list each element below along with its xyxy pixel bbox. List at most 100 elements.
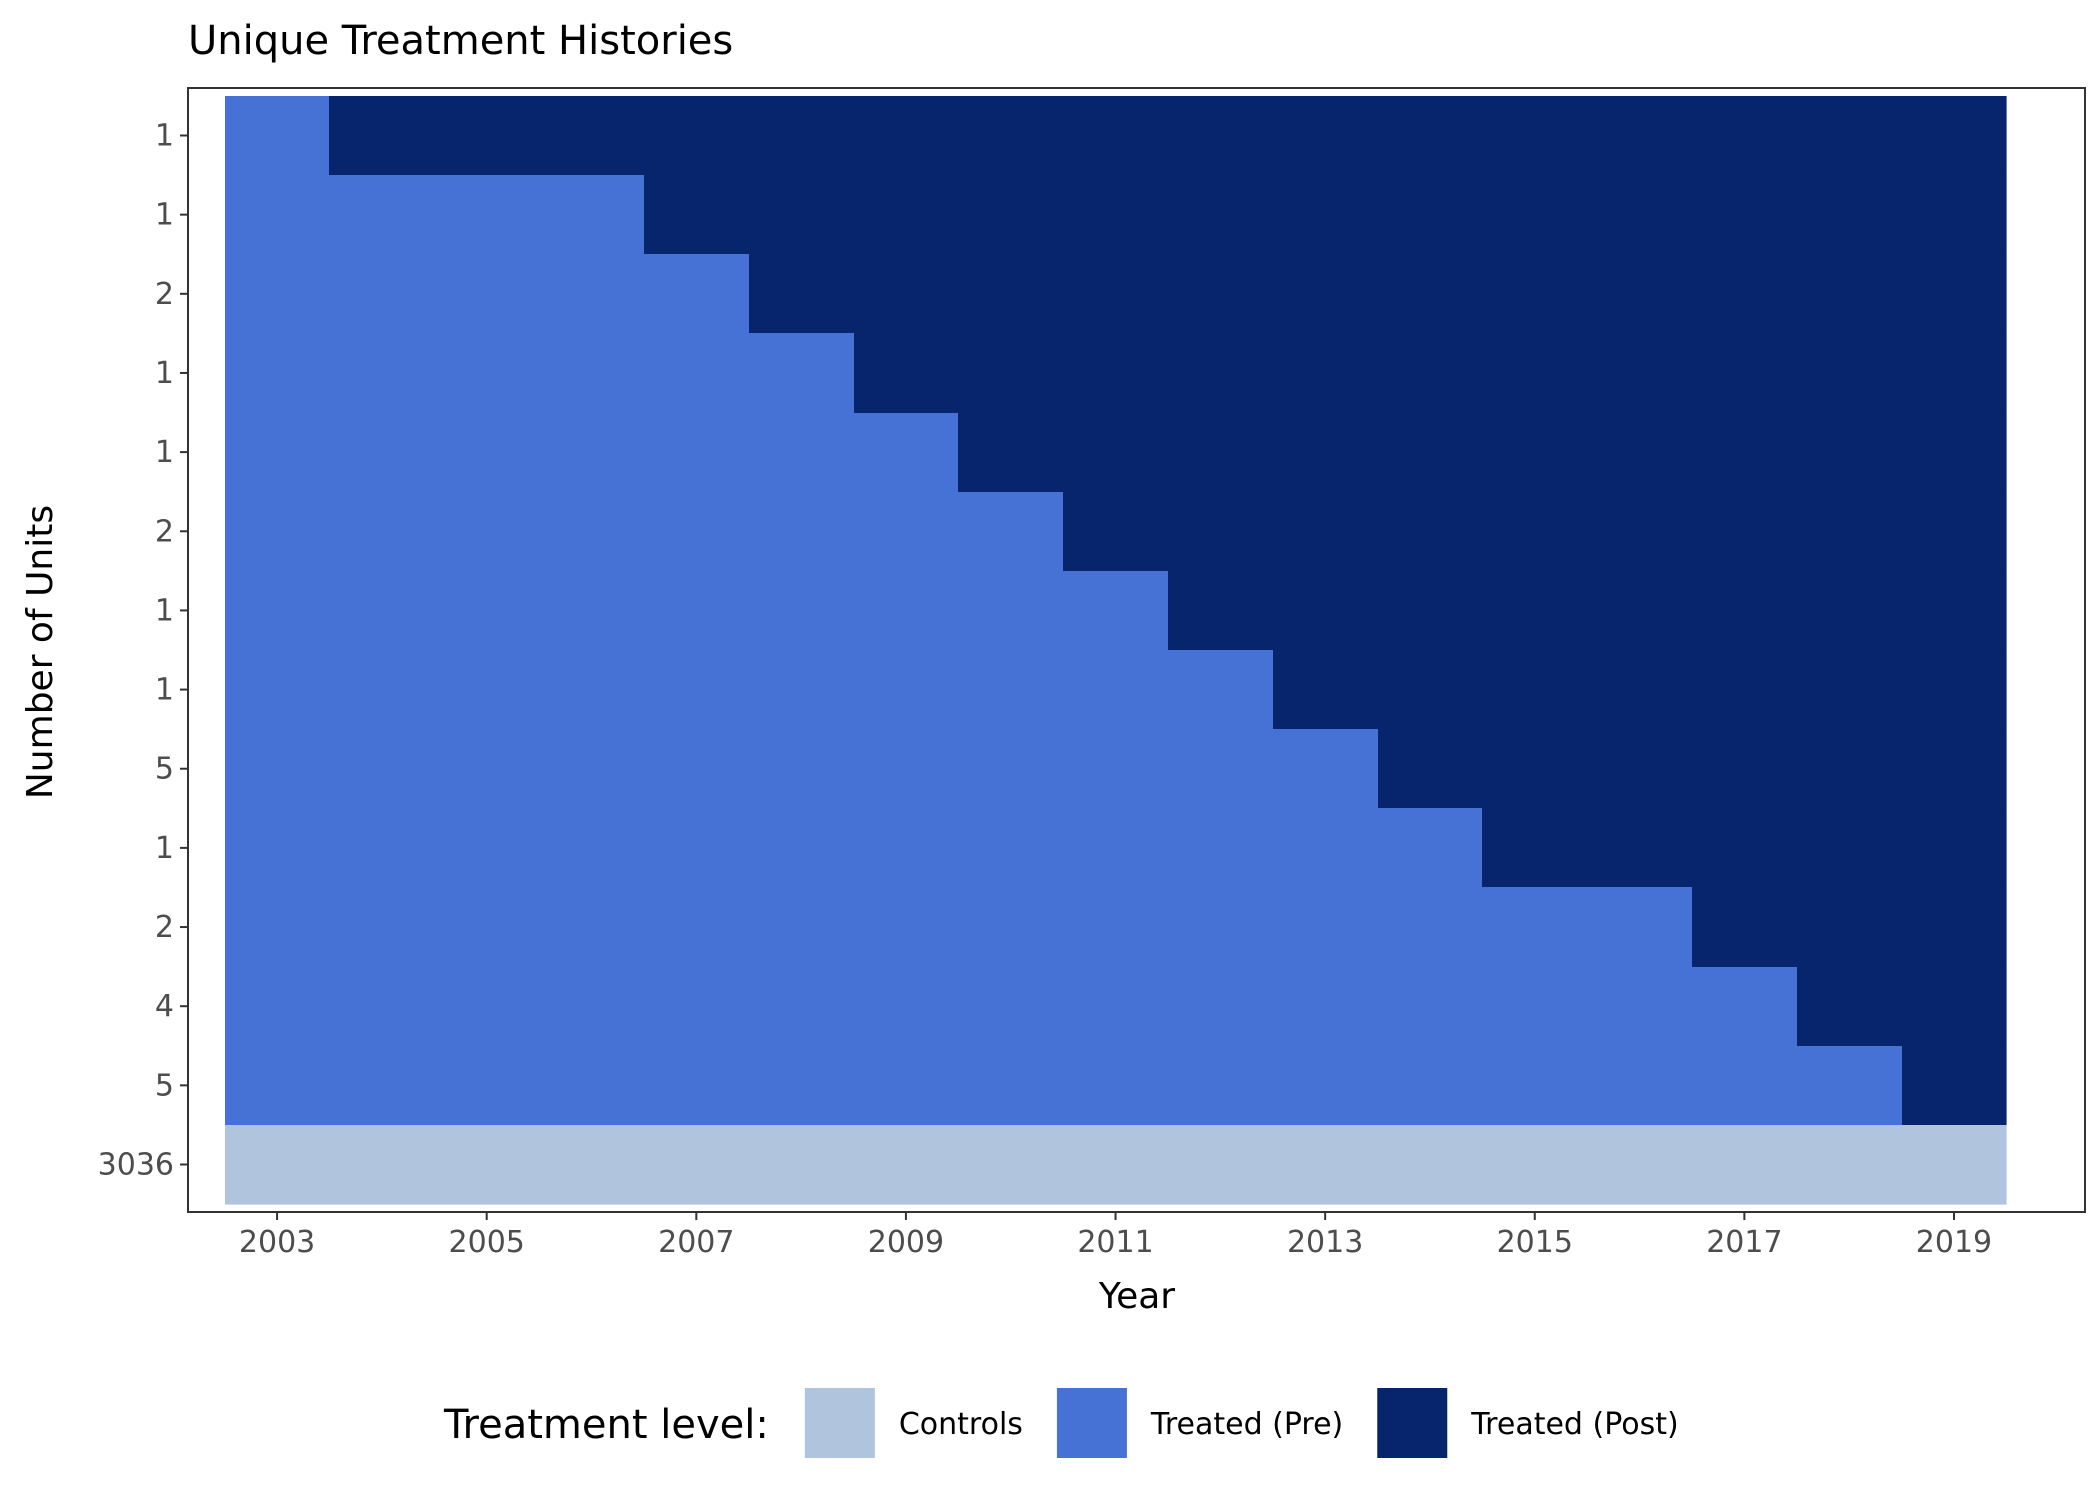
heatmap-cell	[854, 175, 959, 255]
heatmap-cell	[1797, 175, 1903, 255]
heatmap-cell	[1902, 729, 2007, 809]
heatmap-cell	[749, 96, 855, 176]
heatmap-cell	[644, 1125, 750, 1205]
heatmap-cell	[1378, 650, 1483, 730]
heatmap-cell	[1168, 1046, 1274, 1126]
heatmap-cell	[854, 729, 959, 809]
x-tick-label: 2017	[1706, 1225, 1782, 1260]
heatmap-cell	[434, 729, 540, 809]
heatmap-cell	[1797, 729, 1903, 809]
heatmap-cell	[1482, 96, 1588, 176]
legend: Treatment level: Controls Treated (Pre) Tr…	[443, 1388, 1679, 1458]
x-tick-label: 2011	[1077, 1225, 1153, 1260]
heatmap-cell	[1587, 887, 1693, 968]
heatmap-cell	[749, 887, 855, 968]
heatmap-cell	[1692, 967, 1798, 1047]
heatmap-cell	[1378, 175, 1483, 255]
heatmap-cell	[958, 1125, 1064, 1205]
heatmap-cell	[854, 1125, 959, 1205]
heatmap-cell	[644, 96, 750, 176]
heatmap-cell	[749, 254, 855, 334]
heatmap-cell	[1168, 967, 1274, 1047]
heatmap-cell	[1482, 492, 1588, 572]
heatmap-cell	[1378, 413, 1483, 493]
heatmap-cell	[1482, 650, 1588, 730]
heatmap-cell	[1482, 967, 1588, 1047]
heatmap-cell	[329, 571, 435, 651]
heatmap-cell	[1797, 254, 1903, 334]
heatmap-cell	[329, 254, 435, 334]
y-tick-label: 1	[155, 356, 174, 391]
heatmap-cell	[1378, 1125, 1483, 1205]
heatmap-cell	[1378, 492, 1483, 572]
heatmap-cell	[1063, 333, 1169, 414]
heatmap-cell	[1587, 808, 1693, 888]
heatmap-cell	[854, 571, 959, 651]
heatmap-cell	[434, 887, 540, 968]
heatmap-cell	[1692, 571, 1798, 651]
heatmap-cell	[1797, 1125, 1903, 1205]
heatmap-cell	[1587, 1046, 1693, 1126]
y-tick-label: 3036	[98, 1148, 174, 1183]
heatmap-cell	[1168, 1125, 1274, 1205]
heatmap-cell	[1797, 808, 1903, 888]
heatmap-cell	[1168, 650, 1274, 730]
y-tick-label: 1	[155, 435, 174, 470]
heatmap-cell	[644, 808, 750, 888]
heatmap-cell	[1273, 887, 1379, 968]
heatmap-cell	[434, 492, 540, 572]
x-tick-label: 2015	[1497, 1225, 1573, 1260]
legend-label: Controls	[899, 1407, 1023, 1442]
heatmap-cell	[1273, 333, 1379, 414]
heatmap-cell	[225, 887, 330, 968]
heatmap-cell	[539, 254, 645, 334]
heatmap-cell	[1587, 96, 1693, 176]
heatmap-cell	[1902, 96, 2007, 176]
heatmap-cell	[1378, 571, 1483, 651]
x-tick-label: 2005	[449, 1225, 525, 1260]
heatmap-cell	[329, 650, 435, 730]
legend-swatch	[1377, 1388, 1448, 1458]
heatmap-cell	[644, 1046, 750, 1126]
heatmap-cell	[434, 254, 540, 334]
y-tick-label: 1	[155, 198, 174, 233]
heatmap-cell	[1063, 808, 1169, 888]
heatmap-cell	[1482, 1046, 1588, 1126]
heatmap-cell	[644, 729, 750, 809]
chart-title: Unique Treatment Histories	[188, 18, 733, 64]
x-tick-label: 2009	[868, 1225, 944, 1260]
heatmap-cell	[434, 1046, 540, 1126]
y-axis: 1 1 2 1 1 2 1 1 5 1 2 4 5 3036	[98, 118, 188, 1183]
heatmap-cell	[958, 650, 1064, 730]
heatmap-cell	[434, 808, 540, 888]
heatmap-cell	[1587, 967, 1693, 1047]
heatmap-cell	[958, 967, 1064, 1047]
heatmap-cell	[1692, 175, 1798, 255]
y-tick-label: 1	[155, 831, 174, 866]
heatmap-cell	[749, 175, 855, 255]
heatmap-cell	[1797, 650, 1903, 730]
heatmap-cell	[749, 967, 855, 1047]
heatmap-cell	[644, 571, 750, 651]
heatmap-cell	[1063, 96, 1169, 176]
heatmap-cell	[539, 571, 645, 651]
heatmap-cell	[1273, 254, 1379, 334]
heatmap-cell	[854, 96, 959, 176]
heatmap-cell	[1273, 1046, 1379, 1126]
heatmap-cell	[539, 650, 645, 730]
heatmap-cell	[1168, 96, 1274, 176]
heatmap-cell	[434, 650, 540, 730]
heatmap-cell	[1587, 571, 1693, 651]
heatmap-cell	[1168, 729, 1274, 809]
heatmap-cell	[1797, 413, 1903, 493]
heatmap-cell	[1063, 492, 1169, 572]
heatmap-cell	[1063, 1125, 1169, 1205]
heatmap-cell	[1902, 413, 2007, 493]
heatmap-cell	[1063, 887, 1169, 968]
heatmap-cell	[1168, 254, 1274, 334]
heatmap-cell	[1273, 808, 1379, 888]
heatmap-cell	[749, 1125, 855, 1205]
heatmap-cell	[1063, 254, 1169, 334]
heatmap-cell	[1797, 571, 1903, 651]
heatmap-cell	[1273, 492, 1379, 572]
